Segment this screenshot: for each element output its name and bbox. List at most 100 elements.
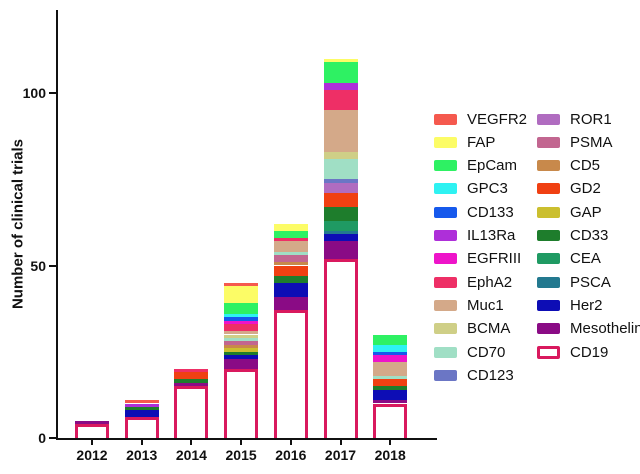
legend-item-PSCA: PSCA [537,272,611,292]
x-tick-mark [190,438,193,445]
legend-swatch-Muc1 [434,299,457,311]
x-tick-label: 2013 [126,447,158,463]
legend-label-Mesothelin: Mesothelin [570,320,640,338]
bar-segment-Muc1-2015 [224,331,259,335]
legend-label-PSCA: PSCA [570,273,611,291]
bar-segment-Mesothelin-2016 [273,296,308,311]
legend-swatch-EGFRIII [434,253,457,265]
legend-swatch-CD70 [434,346,457,358]
legend-label-EphA2: EphA2 [467,273,513,291]
bar-segment-Muc1-2017 [323,110,358,152]
y-tick-label: 0 [38,430,46,446]
bar-segment-IL13Ra-2013 [124,403,159,407]
bar-segment-PSMA-2016 [273,255,308,263]
legend-item-PSMA: PSMA [537,132,613,152]
legend-swatch-CEA [537,253,560,265]
legend-label-EGFRIII: EGFRIII [467,250,522,268]
bar-segment-GD2-2018 [373,379,408,387]
bar-segment-CD33-2018 [373,386,408,390]
legend-swatch-ROR1 [537,113,560,125]
x-axis-line [56,438,437,440]
bar-segment-CEA-2017 [323,220,358,231]
legend-item-CD33: CD33 [537,226,608,246]
bar-segment-GAP-2015 [224,348,259,352]
legend-item-EphA2: EphA2 [434,272,512,292]
legend-swatch-FAP [434,136,457,148]
legend-label-GAP: GAP [570,203,602,221]
legend-swatch-CD5 [537,160,560,172]
bar-segment-CD70-2017 [323,158,358,180]
bar-segment-GPC3-2018 [373,344,408,352]
legend-swatch-Mesothelin [537,323,560,335]
legend-item-IL13Ra: IL13Ra [434,226,515,246]
legend-swatch-BCMA [434,323,457,335]
bar-segment-Muc1-2016 [273,241,308,252]
legend-item-CD5: CD5 [537,156,600,176]
legend-swatch-CD123 [434,369,457,381]
x-tick-label: 2016 [275,447,307,463]
legend-label-Her2: Her2 [570,296,603,314]
bar-segment-Muc1-2018 [373,362,408,376]
legend-item-GAP: GAP [537,202,602,222]
x-tick-mark [289,438,292,445]
legend-item-Her2: Her2 [537,295,603,315]
bar-segment-Mesothelin-2012 [75,420,109,425]
legend-label-ROR1: ROR1 [570,110,612,128]
bar-segment-Mesothelin-2015 [224,358,259,369]
bar-segment-EphA2-2016 [273,237,308,242]
bar-segment-CD19-2015 [224,369,259,438]
legend-swatch-CD133 [434,206,457,218]
legend-item-CD123: CD123 [434,365,514,385]
legend-label-CD70: CD70 [467,343,506,361]
legend-label-CD33: CD33 [570,227,609,244]
legend-label-CD133: CD133 [467,203,514,221]
y-axis-title: Number of clinical trials [9,138,27,310]
bar-segment-CD123-2017 [323,179,358,183]
legend-swatch-PSMA [537,136,560,148]
bar-segment-Mesothelin-2017 [323,241,358,259]
legend-swatch-CD33 [537,230,560,241]
bar-segment-CD5-2016 [273,262,308,266]
legend-item-FAP: FAP [434,132,495,152]
legend-item-BCMA: BCMA [434,319,510,339]
bar-segment-CD70-2016 [273,251,308,256]
legend-item-Mesothelin: Mesothelin [537,319,640,339]
bar-segment-Her2-2015 [224,355,259,359]
legend-label-PSMA: PSMA [570,133,613,151]
bar-segment-CD19-2017 [323,258,358,438]
bar-segment-Her2-2016 [273,282,308,297]
x-tick-label: 2017 [324,447,357,463]
y-tick-mark [49,437,57,439]
bar-segment-VEGFR2-2013 [124,400,159,404]
bar-segment-EpCam-2015 [224,303,259,314]
bar-segment-GD2-2016 [273,265,308,276]
bar-segment-BCMA-2015 [224,334,259,338]
legend-swatch-GD2 [537,183,560,195]
x-tick-mark [140,438,143,445]
bar-segment-FAP-2016 [273,224,308,231]
bar-segment-EpCam-2018 [373,334,408,345]
bar-segment-EGFRIII-2018 [373,355,408,363]
legend-label-VEGFR2: VEGFR2 [467,110,528,128]
bar-segment-EpCam-2017 [323,61,358,83]
bar-segment-Her2-2017 [323,234,358,242]
bar-segment-PSMA-2015 [224,341,259,345]
y-axis-line [56,10,58,440]
x-tick-mark [339,438,342,445]
legend-swatch-VEGFR2 [434,113,457,125]
legend-item-EGFRIII: EGFRIII [434,249,521,269]
y-tick-label: 50 [30,257,46,274]
y-tick-mark [49,264,57,267]
bar-segment-Her2-2013 [124,410,159,418]
legend-swatch-IL13Ra [434,230,457,241]
bar-segment-Her2-2018 [373,389,408,401]
bar-segment-CD19-2013 [124,417,159,438]
x-tick-label: 2014 [175,447,207,463]
bar-segment-VEGFR2-2015 [224,282,259,287]
bar-segment-FAP-2015 [224,286,259,304]
legend-item-ROR1: ROR1 [537,109,612,129]
x-tick-label: 2018 [374,447,406,463]
bar-segment-CD133-2018 [373,351,408,356]
bar-segment-CD133-2015 [224,317,259,321]
legend-item-Muc1: Muc1 [434,295,504,315]
